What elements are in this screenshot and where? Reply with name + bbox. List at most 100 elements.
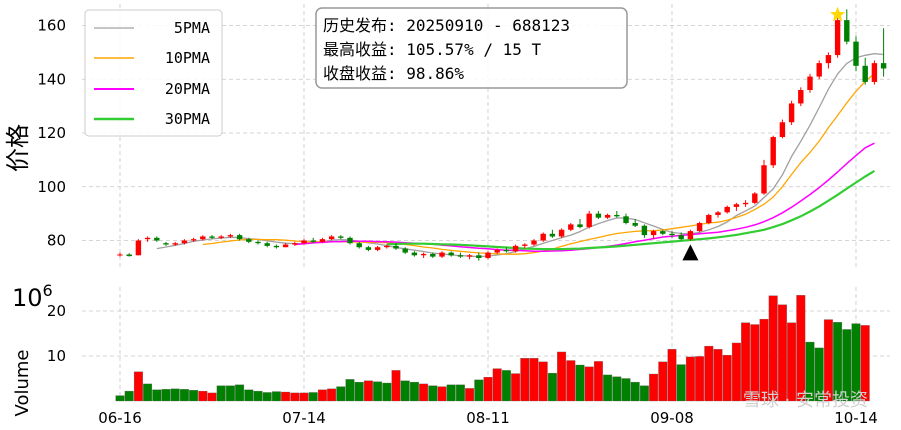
volume-bar-33 [419, 383, 429, 402]
candle-body-78 [834, 20, 841, 56]
volume-bar-4 [152, 389, 162, 402]
price-y-tick-3: 140 [37, 70, 66, 88]
volume-bar-3 [143, 383, 153, 402]
volume-bar-68 [741, 322, 751, 402]
volume-bar-12 [225, 385, 235, 402]
volume-bar-17 [271, 391, 281, 402]
volume-bar-13 [235, 384, 245, 402]
candle-body-10 [209, 236, 215, 238]
candle-body-81 [862, 65, 868, 82]
volume-bar-50 [575, 364, 585, 402]
volume-bar-29 [382, 382, 392, 402]
x-tick-2: 08-11 [466, 409, 510, 427]
candle-body-37 [457, 255, 464, 257]
candle-body-21 [310, 240, 316, 242]
candle-body-66 [724, 206, 730, 213]
price-y-tick-0: 80 [47, 232, 66, 250]
candle-body-68 [742, 202, 749, 205]
volume-bar-67 [731, 342, 741, 402]
volume-bar-80 [851, 323, 861, 402]
candle-body-77 [825, 55, 832, 64]
volume-bar-56 [630, 381, 640, 402]
price-y-tick-2: 120 [37, 124, 66, 142]
x-axis-ticks: 06-16 07-14 08-11 09-08 10-14 [98, 409, 878, 427]
volume-bar-61 [676, 364, 686, 402]
x-tick-1: 07-14 [282, 409, 326, 427]
candle-body-38 [466, 255, 473, 257]
volume-bar-62 [685, 356, 695, 402]
candle-body-0 [117, 254, 123, 256]
candle-body-25 [347, 237, 353, 244]
volume-bar-15 [253, 390, 263, 402]
candle-body-69 [752, 193, 758, 203]
candle-body-75 [807, 76, 813, 90]
volume-bar-7 [179, 389, 189, 402]
candle-body-7 [181, 240, 188, 244]
volume-y-label: Volume [12, 350, 33, 417]
candle-body-42 [503, 249, 510, 252]
volume-bar-55 [621, 378, 631, 402]
ma-line-20pma [294, 142, 875, 253]
volume-bar-51 [584, 366, 594, 402]
volume-bar-69 [750, 324, 760, 402]
candle-body-40 [485, 252, 491, 258]
candle-body-49 [568, 224, 574, 230]
candle-body-22 [319, 239, 326, 242]
candle-body-19 [292, 243, 298, 245]
volume-bar-30 [391, 370, 401, 402]
volume-bar-9 [198, 390, 208, 402]
volume-bar-35 [437, 386, 447, 402]
legend-label-10pma: 10PMA [165, 49, 210, 67]
volume-bar-11 [216, 385, 226, 402]
price-y-ticks: 80 100 120 140 160 [37, 17, 66, 250]
candle-body-45 [531, 240, 537, 245]
candle-body-17 [273, 245, 280, 248]
candle-body-29 [384, 245, 390, 248]
candle-body-73 [788, 103, 795, 123]
candle-body-1 [126, 254, 132, 257]
candle-body-3 [144, 237, 151, 240]
candle-body-44 [522, 244, 528, 246]
price-panel: 80 100 120 140 160 价格 5PMA 10PMA 20PMA 30PMA… [4, 4, 890, 268]
candle-body-60 [669, 233, 675, 236]
candle-body-63 [696, 223, 703, 232]
candle-body-32 [411, 252, 418, 256]
candle-body-50 [577, 224, 583, 228]
volume-bar-43 [511, 373, 521, 402]
volume-bar-52 [593, 361, 603, 402]
candle-body-39 [476, 255, 482, 258]
candle-body-62 [687, 231, 694, 240]
candle-body-58 [650, 231, 657, 236]
volume-bar-64 [704, 345, 714, 402]
volume-bar-70 [759, 318, 769, 402]
volume-bar-26 [354, 381, 364, 402]
price-y-label: 价格 [4, 124, 32, 172]
volume-y-tick-0: 10 [47, 347, 66, 365]
volume-bar-42 [501, 370, 511, 402]
candle-body-76 [816, 63, 822, 77]
candle-body-61 [678, 235, 684, 240]
volume-bar-40 [483, 376, 493, 402]
volume-bar-72 [777, 304, 787, 402]
candle-body-33 [420, 253, 427, 256]
candle-body-83 [880, 63, 887, 69]
candle-body-36 [448, 252, 454, 256]
candle-body-5 [163, 243, 169, 245]
candle-body-79 [844, 20, 850, 42]
volume-bar-76 [814, 347, 824, 402]
volume-bar-22 [317, 389, 327, 402]
volume-bar-8 [189, 390, 199, 402]
volume-bar-39 [474, 379, 484, 402]
volume-bar-5 [161, 389, 171, 402]
watermark: 雪球 · 安常投资 [743, 390, 868, 411]
legend-box [84, 9, 223, 137]
candle-body-65 [715, 212, 721, 215]
candle-body-51 [586, 213, 592, 228]
candle-body-59 [660, 231, 666, 234]
candle-body-72 [779, 122, 786, 138]
volume-bar-46 [538, 361, 548, 402]
candle-body-80 [853, 41, 859, 66]
volume-bar-65 [713, 349, 723, 402]
volume-bar-47 [547, 372, 557, 402]
price-y-tick-1: 100 [37, 178, 66, 196]
